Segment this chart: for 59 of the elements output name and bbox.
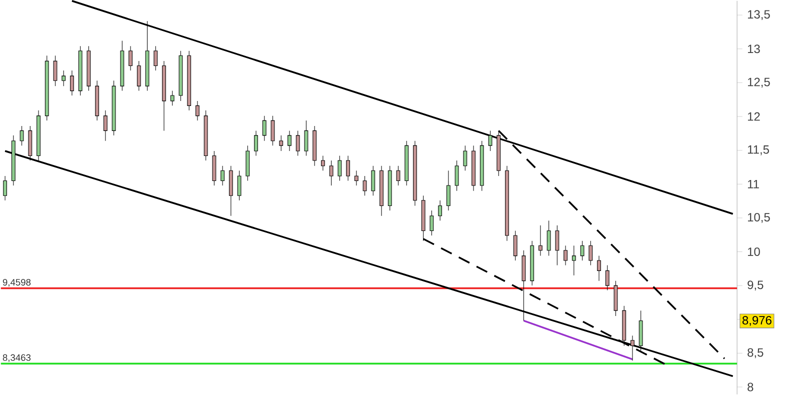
candlestick xyxy=(154,46,158,71)
candlestick xyxy=(279,135,284,152)
candlestick xyxy=(538,225,542,256)
candlestick xyxy=(329,160,334,186)
candlestick xyxy=(605,265,610,291)
candlestick xyxy=(338,156,342,182)
y-tick-label: 8 xyxy=(748,382,754,392)
y-tick-label: 10,5 xyxy=(748,213,770,224)
candlestick xyxy=(237,170,242,201)
candlestick xyxy=(296,130,300,156)
candlestick xyxy=(362,176,367,196)
candlestick xyxy=(430,210,434,236)
candlestick xyxy=(104,110,108,142)
candlestick xyxy=(354,170,358,186)
y-tick-label: 8,5 xyxy=(748,348,764,358)
annotation: 8,976 xyxy=(742,316,772,326)
ref-line-label: 9,4598 xyxy=(2,279,31,287)
y-tick-label: 9,5 xyxy=(748,280,764,291)
candlestick xyxy=(454,160,459,192)
candlestick xyxy=(53,56,58,86)
candlestick xyxy=(170,90,174,106)
candlestick xyxy=(20,126,24,146)
candlestick xyxy=(630,335,634,362)
y-tick-label: 10 xyxy=(748,248,760,256)
candlestick xyxy=(513,230,518,261)
candlestick xyxy=(588,240,593,266)
ref-line-label: 8,3463 xyxy=(2,354,31,362)
candlestick xyxy=(128,46,132,71)
candlestick xyxy=(597,256,601,282)
candlestick xyxy=(396,166,400,186)
candlestick xyxy=(220,166,225,186)
candlestick xyxy=(321,156,325,172)
candlestick xyxy=(580,240,584,261)
y-tick-label: 13,5 xyxy=(748,10,770,20)
candlestick xyxy=(371,166,376,196)
candlestick xyxy=(546,220,551,256)
candlestick xyxy=(254,130,258,156)
y-tick-label: 13 xyxy=(748,44,760,54)
candlestick xyxy=(555,225,560,266)
candlestick xyxy=(270,116,275,146)
candlestick xyxy=(3,176,7,201)
candlestick xyxy=(288,130,292,152)
candlestick xyxy=(438,200,442,222)
y-tick-label: 12,5 xyxy=(748,78,770,88)
y-tick-label: 12 xyxy=(748,112,760,121)
candlestick xyxy=(463,145,468,172)
candlestick xyxy=(262,116,266,142)
candlestick xyxy=(70,70,74,96)
y-tick-label: 11,5 xyxy=(748,146,770,156)
candlestick xyxy=(62,70,66,86)
y-tick-label: 11 xyxy=(748,180,759,188)
candlestick xyxy=(572,246,576,276)
candlestick xyxy=(446,170,450,211)
candlestick xyxy=(488,130,492,152)
candlestick xyxy=(136,60,141,92)
candlestick xyxy=(196,100,200,121)
candlestick xyxy=(304,120,308,156)
candlestick xyxy=(346,156,350,182)
candlestick xyxy=(564,246,568,266)
